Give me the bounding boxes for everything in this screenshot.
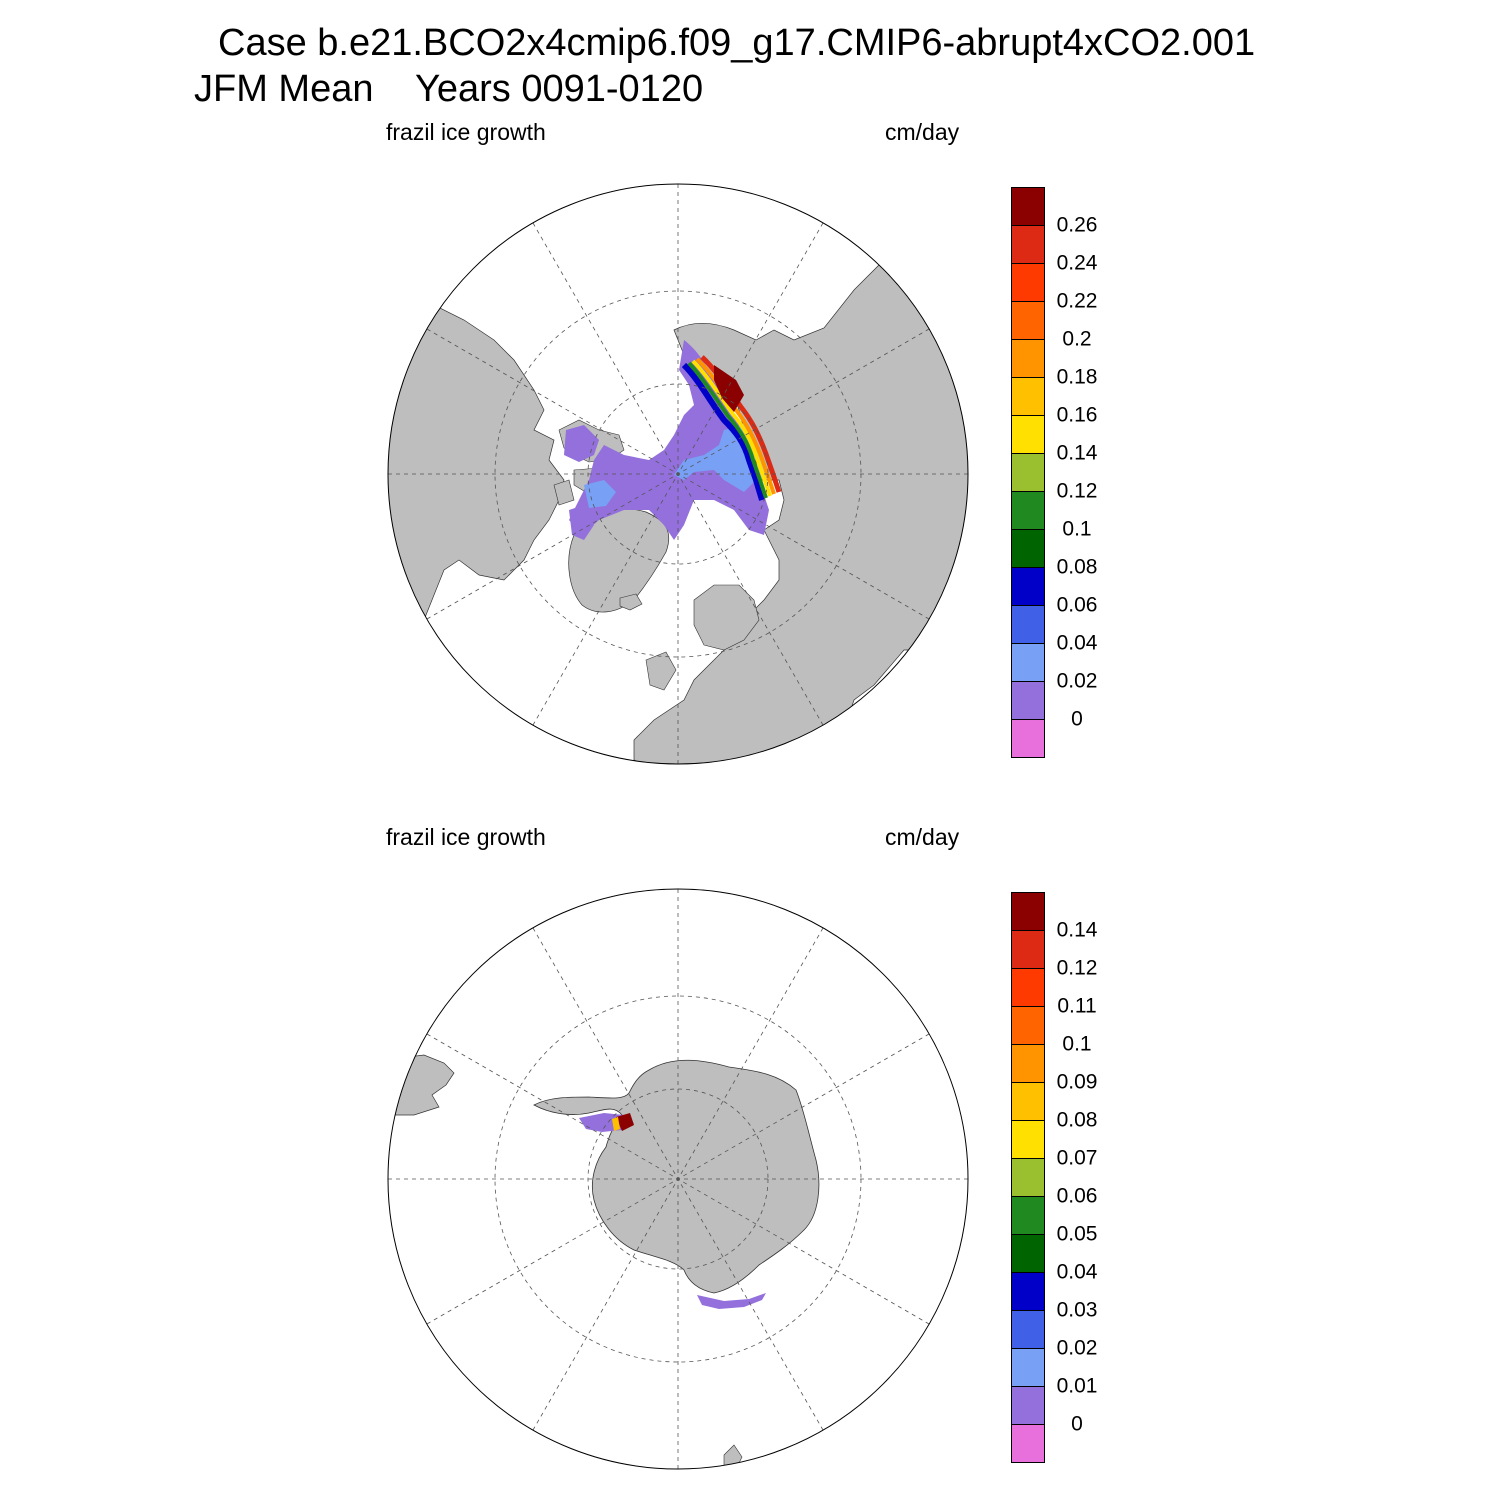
figure-title-line-2: JFM Mean Years 0091-0120 (194, 68, 704, 110)
north-colorbar-tick-label: 0.04 (1056, 631, 1098, 655)
south-colorbar-tick-label: 0.06 (1056, 1184, 1098, 1208)
south-colorbar-swatch (1011, 1044, 1045, 1083)
south-colorbar-tick-label: 0.02 (1056, 1336, 1098, 1360)
south-colorbar-swatch (1011, 1272, 1045, 1311)
north-colorbar-swatch (1011, 263, 1045, 302)
south-colorbar-tick-label: 0 (1071, 1412, 1083, 1436)
south-colorbar-swatch (1011, 1158, 1045, 1197)
south-colorbar-swatch (1011, 1348, 1045, 1387)
south-colorbar-swatch (1011, 1082, 1045, 1121)
south-frazil-weddell-max (616, 1113, 634, 1131)
south-colorbar-swatch (1011, 1120, 1045, 1159)
south-colorbar-swatch (1011, 1234, 1045, 1273)
north-panel-variable-label: frazil ice growth (386, 119, 546, 145)
south-colorbar-tick-label: 0.01 (1056, 1374, 1098, 1398)
north-frazil-field-mid-2 (584, 480, 616, 508)
south-colorbar-swatch (1011, 930, 1045, 969)
south-colorbar-swatch (1011, 968, 1045, 1007)
north-panel-units-label: cm/day (885, 119, 960, 145)
north-land-british-isles (645, 651, 677, 691)
south-colorbar-tick-label: 0.07 (1056, 1146, 1098, 1170)
north-ice-edge-band-yellow (691, 359, 772, 497)
north-colorbar-tick-label: 0.2 (1062, 327, 1092, 351)
north-colorbar-swatch (1011, 719, 1045, 758)
north-colorbar-tick-label: 0 (1071, 707, 1083, 731)
north-land-iceland (619, 593, 643, 611)
south-colorbar-tick-label: 0.03 (1056, 1298, 1098, 1322)
south-map-border (387, 888, 969, 1470)
south-colorbar-swatch (1011, 1196, 1045, 1235)
north-colorbar-tick-label: 0.06 (1056, 593, 1098, 617)
north-ice-edge-band-orange (695, 357, 776, 495)
north-land-europe (693, 584, 760, 651)
south-graticule (388, 889, 968, 1469)
south-colorbar-swatch (1011, 1310, 1045, 1349)
north-colorbar-tick-label: 0.1 (1062, 517, 1092, 541)
north-colorbar-swatch (1011, 301, 1045, 340)
north-colorbar-tick-label: 0.18 (1056, 365, 1098, 389)
south-colorbar-tick-label: 0.11 (1057, 994, 1097, 1018)
south-colorbar-swatch (1011, 1006, 1045, 1045)
north-frazil-archipelago (564, 425, 599, 462)
north-colorbar-swatch (1011, 605, 1045, 644)
south-colorbar: 0.14 0.12 0.11 0.1 0.09 0.08 0.07 0.06 0.05 0.04 0… (1011, 892, 1151, 1464)
north-colorbar-swatch (1011, 681, 1045, 720)
north-graticule (388, 184, 968, 764)
north-colorbar-tick-label: 0.14 (1056, 441, 1098, 465)
south-colorbar-swatch (1011, 1424, 1045, 1463)
north-colorbar-tick-label: 0.02 (1056, 669, 1098, 693)
south-frazil-ross (697, 1293, 766, 1309)
north-colorbar-swatch (1011, 567, 1045, 606)
north-colorbar-swatch (1011, 643, 1045, 682)
south-panel-variable-label: frazil ice growth (386, 824, 546, 850)
south-colorbar-swatch (1011, 892, 1045, 931)
south-colorbar-tick-label: 0.08 (1056, 1108, 1098, 1132)
north-ice-edge-band-blue (681, 362, 765, 501)
north-ice-edge-max-patch (714, 365, 744, 412)
north-map-border (387, 183, 969, 765)
figure-title-line-1: Case b.e21.BCO2x4cmip6.f09_g17.CMIP6-abr… (218, 22, 1256, 64)
north-colorbar-swatch (1011, 339, 1045, 378)
north-polar-map (387, 183, 969, 765)
north-colorbar: 0.26 0.24 0.22 0.2 0.18 0.16 0.14 0.12 0.1 0.08 0.… (1011, 187, 1151, 759)
north-colorbar-tick-label: 0.22 (1056, 289, 1098, 313)
south-frazil-weddell-mid (612, 1117, 620, 1131)
south-colorbar-tick-label: 0.09 (1056, 1070, 1098, 1094)
north-colorbar-swatch (1011, 415, 1045, 454)
north-colorbar-swatch (1011, 187, 1045, 226)
north-colorbar-swatch (1011, 377, 1045, 416)
north-colorbar-swatch (1011, 491, 1045, 530)
south-polar-map (387, 888, 969, 1470)
south-panel-units-label: cm/day (885, 824, 960, 850)
north-colorbar-tick-label: 0.12 (1056, 479, 1098, 503)
south-colorbar-tick-label: 0.12 (1056, 956, 1098, 980)
north-colorbar-tick-label: 0.24 (1056, 251, 1098, 275)
south-colorbar-tick-label: 0.04 (1056, 1260, 1098, 1284)
north-colorbar-tick-label: 0.26 (1056, 213, 1098, 237)
north-colorbar-swatch (1011, 453, 1045, 492)
north-frazil-baffin (569, 505, 594, 540)
north-colorbar-swatch (1011, 225, 1045, 264)
north-frazil-field-mid (674, 425, 756, 492)
north-colorbar-swatch (1011, 529, 1045, 568)
south-colorbar-swatch (1011, 1386, 1045, 1425)
south-land-antarctica (533, 1059, 820, 1294)
north-colorbar-tick-label: 0.08 (1056, 555, 1098, 579)
north-ice-edge-band-green (687, 361, 768, 499)
south-colorbar-tick-label: 0.1 (1062, 1032, 1092, 1056)
south-colorbar-tick-label: 0.05 (1056, 1222, 1098, 1246)
north-colorbar-tick-label: 0.16 (1056, 403, 1098, 427)
south-colorbar-tick-label: 0.14 (1056, 918, 1098, 942)
